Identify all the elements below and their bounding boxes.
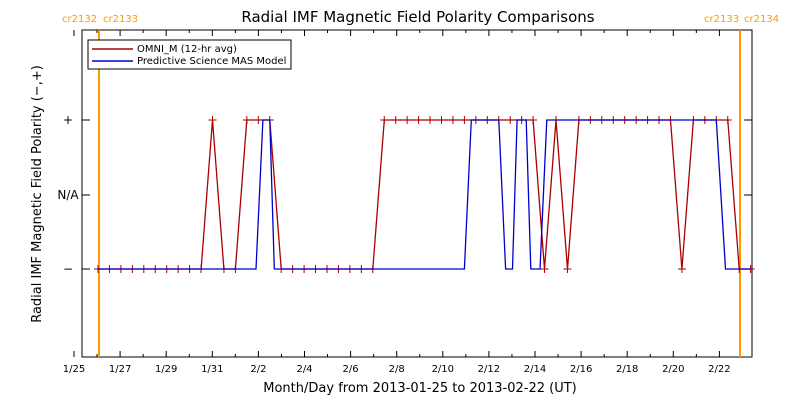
cr-label-left-b: cr2133 bbox=[103, 14, 138, 25]
x-tick-label: 2/20 bbox=[662, 364, 684, 375]
cr-label-left-a: cr2132 bbox=[62, 14, 97, 25]
carrington-lines bbox=[98, 30, 741, 357]
y-axis: − N/A + bbox=[57, 113, 752, 276]
cr-label-right-a: cr2133 bbox=[704, 14, 739, 25]
y-axis-title: Radial IMF Magnetic Field Polarity (−,+) bbox=[30, 65, 45, 323]
series-line-omni bbox=[98, 119, 751, 270]
x-tick-label: 1/25 bbox=[63, 364, 85, 375]
y-tick-label: N/A bbox=[57, 188, 79, 202]
legend-box bbox=[87, 39, 292, 70]
x-tick-label: 2/16 bbox=[570, 364, 592, 375]
legend-label-mas: Predictive Science MAS Model bbox=[137, 56, 286, 67]
x-tick-label: 2/6 bbox=[343, 364, 359, 375]
x-tick-label: 2/14 bbox=[524, 364, 546, 375]
x-tick-label: 2/10 bbox=[432, 364, 454, 375]
legend-label-omni: OMNI_M (12-hr avg) bbox=[137, 44, 237, 55]
chart-title: Radial IMF Magnetic Field Polarity Compa… bbox=[241, 8, 594, 26]
x-tick-label: 2/18 bbox=[616, 364, 638, 375]
x-tick-label: 1/29 bbox=[155, 364, 177, 375]
x-tick-label: 2/8 bbox=[389, 364, 405, 375]
legend: OMNI_M (12-hr avg) Predictive Science MA… bbox=[87, 39, 292, 70]
y-tick-label: − bbox=[63, 262, 73, 276]
plot-frame bbox=[81, 29, 753, 358]
x-axis: 1/25 1/27 1/29 1/31 2/2 2/4 2/6 2/8 2/10 2/12 2/14… bbox=[63, 30, 731, 375]
y-tick-label: + bbox=[63, 113, 73, 127]
x-tick-label: 2/2 bbox=[250, 364, 266, 375]
x-tick-label: 2/22 bbox=[708, 364, 730, 375]
series-line-mas bbox=[98, 119, 751, 270]
x-tick-label: 2/4 bbox=[296, 364, 312, 375]
series-layer bbox=[94, 116, 755, 273]
x-tick-label: 2/12 bbox=[478, 364, 500, 375]
cr-label-right-b: cr2134 bbox=[744, 14, 779, 25]
x-tick-label: 1/31 bbox=[201, 364, 223, 375]
x-axis-title: Month/Day from 2013-01-25 to 2013-02-22 … bbox=[263, 381, 576, 396]
x-tick-label: 1/27 bbox=[109, 364, 131, 375]
